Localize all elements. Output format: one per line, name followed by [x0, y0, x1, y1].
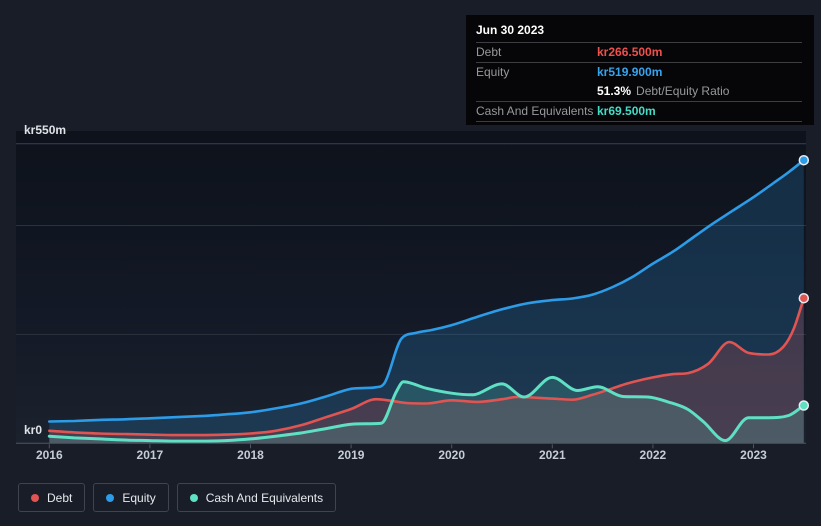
x-axis-label-2019: 2019: [337, 448, 365, 462]
legend-item-debt[interactable]: Debt: [18, 483, 86, 512]
x-axis-label-2022: 2022: [639, 448, 667, 462]
debt-series-dot-icon: [31, 493, 39, 502]
y-axis-label-zero: kr0: [24, 423, 43, 437]
equity-area: [49, 160, 804, 444]
plot-background: [16, 131, 806, 444]
chart-plot-area[interactable]: [0, 0, 821, 470]
tooltip-equity-label: Equity: [476, 65, 510, 79]
chart-legend: Debt Equity Cash And Equivalents: [18, 483, 337, 512]
y-axis-label-max: kr550m: [24, 123, 67, 137]
cash-and-equivalents-area: [49, 377, 804, 444]
tooltip-ratio-value: 51.3%: [597, 84, 632, 98]
tooltip-date: Jun 30 2023: [476, 17, 802, 43]
debt-line: [48, 296, 806, 437]
x-axis-label-2023: 2023: [740, 448, 767, 462]
x-axis-label-2016: 2016: [35, 448, 63, 462]
chart-tooltip: Jun 30 2023 Debt kr266.500m Equity kr519…: [466, 15, 814, 125]
tooltip-cash-label: Cash And Equivalents: [476, 104, 594, 118]
x-axis-label-2020: 2020: [438, 448, 466, 462]
legend-item-equity[interactable]: Equity: [93, 483, 169, 512]
equity-line: [48, 158, 806, 423]
legend-item-equity-label: Equity: [122, 490, 156, 505]
legend-item-cash-label: Cash And Equivalents: [205, 490, 324, 505]
tooltip-row-ratio: 51.3% Debt/Equity Ratio: [476, 82, 802, 102]
cash-and-equivalents-end-marker: [798, 400, 810, 411]
tooltip-debt-value: kr266.500m: [597, 45, 663, 59]
tooltip-debt-label: Debt: [476, 45, 502, 59]
legend-item-debt-label: Debt: [47, 490, 73, 505]
tooltip-row-debt: Debt kr266.500m: [476, 43, 802, 63]
tooltip-row-cash: Cash And Equivalents kr69.500m: [476, 102, 802, 122]
cash-and-equivalents-line: [47, 375, 806, 443]
equity-series-dot-icon: [106, 493, 115, 502]
x-axis-label-2021: 2021: [538, 448, 566, 462]
x-axis-label-2018: 2018: [237, 448, 264, 462]
tooltip-row-equity: Equity kr519.900m: [476, 63, 802, 82]
legend-item-cash[interactable]: Cash And Equivalents: [176, 483, 337, 512]
tooltip-ratio-label: Debt/Equity Ratio: [636, 84, 730, 98]
debt-end-marker: [798, 292, 810, 304]
tooltip-cash-value: kr69.500m: [597, 104, 656, 118]
debt-area: [49, 298, 804, 444]
tooltip-equity-value: kr519.900m: [597, 65, 663, 79]
x-axis-label-2017: 2017: [136, 448, 164, 462]
cash-series-dot-icon: [189, 493, 198, 502]
equity-end-marker: [798, 154, 810, 166]
